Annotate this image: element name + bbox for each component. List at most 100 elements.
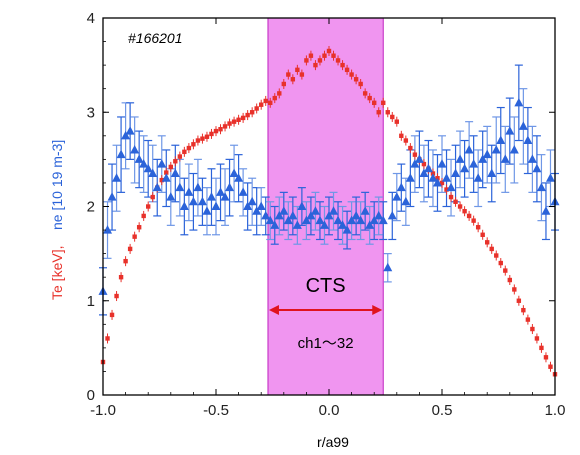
y-axis-label-ne: ne [10 19 m-3] bbox=[49, 140, 65, 230]
cts-arrow bbox=[268, 305, 383, 315]
te-point bbox=[204, 134, 210, 139]
te-point bbox=[299, 72, 305, 77]
te-point bbox=[539, 345, 544, 351]
ne-point bbox=[184, 187, 194, 196]
te-point bbox=[362, 91, 368, 96]
ne-point bbox=[157, 159, 167, 168]
ne-point bbox=[478, 154, 488, 163]
te-point bbox=[525, 317, 531, 322]
ne-point bbox=[545, 173, 555, 182]
x-tick-label: 0.0 bbox=[319, 402, 340, 419]
te-point bbox=[358, 81, 363, 87]
ne-point bbox=[216, 187, 226, 196]
ne-point bbox=[333, 215, 343, 225]
ne-point bbox=[432, 177, 442, 187]
ne-point bbox=[437, 159, 447, 168]
ne-point bbox=[401, 196, 411, 206]
ne-point bbox=[220, 192, 230, 201]
ne-point bbox=[225, 182, 235, 192]
te-point bbox=[109, 312, 115, 318]
te-point bbox=[399, 133, 404, 139]
te-point bbox=[530, 326, 535, 332]
te-point bbox=[475, 225, 481, 230]
te-point bbox=[412, 152, 418, 157]
te-point bbox=[353, 77, 359, 82]
ne-point bbox=[152, 182, 162, 192]
ne-point bbox=[256, 201, 266, 210]
ne-point bbox=[505, 126, 515, 135]
te-point bbox=[213, 128, 219, 134]
ne-point bbox=[206, 192, 216, 201]
te-point bbox=[534, 336, 540, 341]
te-point bbox=[245, 112, 250, 118]
ne-point bbox=[130, 144, 140, 154]
ne-point bbox=[419, 168, 429, 178]
te-point bbox=[331, 53, 336, 58]
te-point bbox=[123, 258, 128, 264]
te-point bbox=[136, 225, 142, 230]
x-axis-label: r/a99 bbox=[317, 434, 349, 450]
te-point bbox=[462, 209, 467, 214]
ne-point bbox=[270, 220, 280, 229]
ne-point bbox=[518, 121, 528, 130]
ne-point bbox=[265, 215, 275, 225]
te-point bbox=[249, 110, 255, 115]
te-point bbox=[349, 72, 354, 77]
ne-point bbox=[500, 154, 510, 163]
ne-point bbox=[319, 220, 329, 229]
cts-channel-label: ch1～32 bbox=[298, 335, 354, 352]
te-point bbox=[385, 110, 390, 115]
x-tick-label: 0.5 bbox=[432, 402, 453, 419]
te-point bbox=[127, 246, 133, 252]
ne-point bbox=[392, 192, 402, 201]
te-point bbox=[408, 145, 413, 151]
ne-point bbox=[166, 192, 176, 201]
ne-point bbox=[347, 215, 357, 225]
te-point bbox=[141, 213, 146, 219]
ne-point bbox=[315, 215, 325, 225]
x-tick-label: -1.0 bbox=[90, 402, 116, 419]
ne-point bbox=[125, 126, 135, 135]
ne-point bbox=[514, 97, 524, 107]
te-point bbox=[376, 110, 381, 115]
te-point bbox=[263, 98, 268, 104]
te-point bbox=[494, 253, 499, 258]
ne-point bbox=[175, 182, 185, 192]
ne-point bbox=[360, 206, 370, 215]
ne-point bbox=[365, 220, 375, 229]
ne-point bbox=[107, 192, 117, 201]
te-point bbox=[195, 138, 201, 143]
te-point bbox=[344, 67, 350, 73]
ne-point bbox=[103, 225, 113, 234]
ne-point bbox=[523, 135, 533, 145]
ne-point bbox=[170, 168, 180, 178]
ne-point bbox=[193, 182, 203, 192]
te-point bbox=[507, 277, 512, 283]
te-point bbox=[191, 142, 196, 147]
y-tick-label: 0 bbox=[87, 387, 95, 404]
te-point bbox=[290, 77, 296, 82]
y-tick-label: 1 bbox=[87, 293, 95, 310]
te-point bbox=[150, 194, 155, 200]
ne-point bbox=[491, 144, 501, 154]
te-point bbox=[313, 62, 318, 68]
te-point bbox=[498, 260, 503, 266]
ne-point bbox=[247, 196, 257, 206]
ne-point bbox=[188, 196, 198, 206]
ne-point bbox=[532, 163, 542, 173]
te-point bbox=[444, 187, 449, 192]
ne-point bbox=[274, 210, 284, 220]
ne-point bbox=[143, 163, 153, 173]
y-tick-label: 3 bbox=[87, 104, 95, 121]
te-point bbox=[304, 58, 309, 63]
te-point bbox=[480, 232, 485, 237]
cts-arrow-head-right bbox=[372, 305, 383, 315]
te-point bbox=[222, 124, 228, 129]
te-point bbox=[471, 218, 476, 223]
te-point bbox=[394, 119, 399, 124]
te-point bbox=[548, 364, 553, 369]
y-tick-label: 4 bbox=[87, 10, 95, 27]
te-point bbox=[390, 114, 395, 120]
te-point bbox=[453, 199, 458, 204]
ne-point bbox=[342, 225, 352, 234]
